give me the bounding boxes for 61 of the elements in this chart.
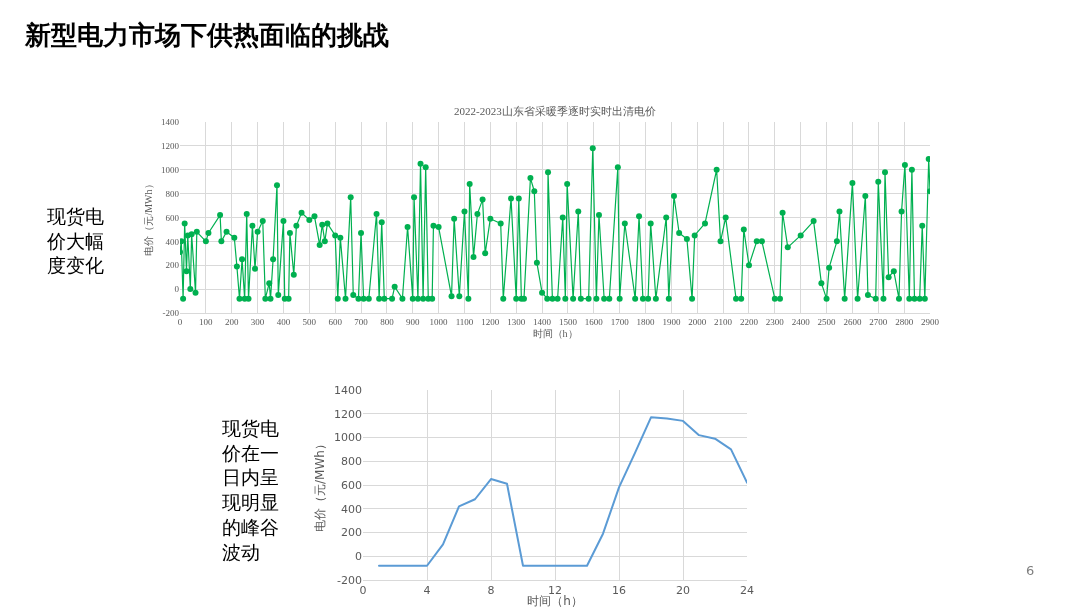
chart-title: 2022-2023山东省采暖季逐时实时出清电价 (454, 105, 656, 117)
y-tick-label: 0 (355, 550, 362, 564)
y-tick-label: 1000 (334, 431, 362, 445)
y-tick-label: 1200 (161, 141, 180, 152)
text: 现货电价在一日内呈现明显的峰谷波动 (221, 417, 279, 563)
text: 6 (1026, 563, 1035, 578)
y-tick-label: 800 (341, 455, 362, 469)
x-tick-label: 2100 (714, 316, 733, 327)
x-tick-label: 1900 (662, 316, 681, 327)
x-tick-label: 1100 (455, 316, 474, 327)
x-tick-label: 1000 (429, 316, 449, 327)
y-tick-label: 1200 (334, 407, 362, 421)
y-tick-label: 800 (165, 188, 180, 199)
x-tick-label: 4 (423, 584, 431, 598)
x-tick-label: 400 (276, 316, 291, 327)
x-tick-label: 2000 (688, 316, 707, 327)
x-tick-label: 200 (224, 316, 239, 327)
x-tick-label: 2400 (791, 316, 811, 327)
text: 新型电力市场下供热面临的挑战 (24, 20, 389, 50)
x-tick-label: 2800 (895, 316, 914, 327)
x-tick-label: 300 (250, 316, 265, 327)
y-tick-label: 400 (165, 236, 180, 247)
x-tick-label: 1700 (610, 316, 630, 327)
x-tick-label: 1500 (558, 316, 578, 327)
x-tick-label: 1400 (533, 316, 552, 327)
x-tick-label: 1200 (481, 316, 500, 327)
x-tick-label: 700 (354, 316, 369, 327)
x-tick-label: 20 (676, 584, 690, 598)
x-tick-label: 8 (487, 584, 495, 598)
x-tick-label: 2500 (817, 316, 837, 327)
x-axis-title: 时间（h） (527, 594, 583, 608)
y-tick-label: 1000 (161, 164, 180, 175)
y-axis-title: 电价（元/MWh） (143, 179, 154, 256)
y-tick-label: 600 (165, 212, 180, 223)
y-tick-label: 1400 (334, 383, 362, 397)
x-tick-label: 16 (612, 584, 626, 598)
x-tick-label: 800 (380, 316, 395, 327)
y-axis-title: 电价（元/MWh） (313, 438, 328, 532)
line-series (378, 416, 747, 567)
y-tick-label: 600 (341, 478, 362, 492)
x-tick-label: 900 (406, 316, 421, 327)
x-tick-label: 2900 (921, 316, 940, 327)
text: 现货电价大幅度变化 (46, 205, 104, 277)
y-tick-label: 200 (341, 526, 362, 540)
x-tick-label: 2200 (739, 316, 759, 327)
y-tick-label: 400 (341, 502, 362, 516)
x-tick-label: 2600 (843, 316, 862, 327)
x-tick-label: 100 (199, 316, 214, 327)
y-tick-label: -200 (162, 308, 180, 319)
x-tick-label: 500 (302, 316, 317, 327)
y-tick-label: -200 (337, 573, 362, 587)
y-tick-label: 1400 (161, 117, 180, 128)
x-tick-label: 1600 (584, 316, 604, 327)
x-axis-title: 时间（h） (532, 328, 578, 340)
x-tick-label: 24 (740, 584, 754, 598)
y-tick-label: 200 (165, 260, 180, 271)
x-tick-label: 1300 (507, 316, 526, 327)
x-tick-label: 1800 (636, 316, 656, 327)
x-tick-label: 2300 (765, 316, 785, 327)
y-tick-label: 0 (174, 284, 180, 295)
x-tick-label: 2700 (869, 316, 888, 327)
